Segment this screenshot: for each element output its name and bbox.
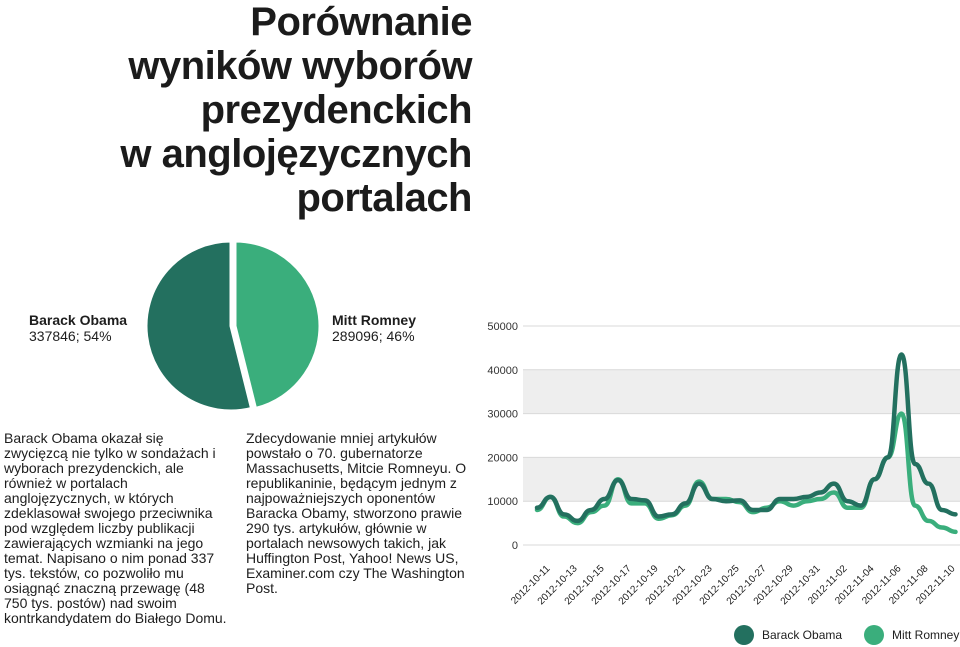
legend-label: Barack Obama	[762, 628, 843, 642]
legend-label: Mitt Romney	[892, 628, 960, 642]
pie-label-romney: Mitt Romney 289096; 46%	[332, 312, 416, 344]
y-tick-label: 0	[512, 540, 518, 552]
legend-item-romney: Mitt Romney	[864, 625, 959, 645]
legend-swatch	[864, 625, 884, 645]
text-column-obama: Barack Obama okazał się zwycięzcą nie ty…	[4, 430, 227, 626]
pie-slice-obama	[144, 239, 254, 413]
y-tick-label: 50000	[487, 321, 518, 333]
y-tick-label: 40000	[487, 365, 518, 377]
grid-band	[523, 457, 960, 502]
y-tick-label: 30000	[487, 409, 518, 421]
pie-label-value: 289096; 46%	[332, 328, 415, 344]
text-column-romney: Zdecydowanie mniej artykułów powstało o …	[246, 430, 467, 596]
y-tick-label: 10000	[487, 496, 518, 508]
title-line: prezydenckich	[200, 88, 473, 132]
chart-title: Porównanie wyników wyborów prezydenckich…	[42, 0, 472, 220]
pie-label-name: Mitt Romney	[332, 312, 416, 328]
y-tick-label: 20000	[487, 452, 518, 464]
legend-swatch	[734, 625, 754, 645]
grid-band	[523, 369, 960, 414]
title-line: wyników wyborów	[128, 44, 472, 88]
pie-label-name: Barack Obama	[29, 312, 128, 328]
pie-label-value: 337846; 54%	[29, 328, 112, 344]
pie-slice-romney	[233, 239, 322, 411]
title-line: w anglojęzycznych	[120, 132, 472, 176]
pie-label-obama: Barack Obama 337846; 54%	[29, 312, 127, 344]
series-line-obama	[534, 352, 958, 524]
title-line: portalach	[296, 176, 472, 220]
legend-item-obama: Barack Obama	[734, 625, 842, 645]
title-line: Porównanie	[250, 0, 472, 44]
